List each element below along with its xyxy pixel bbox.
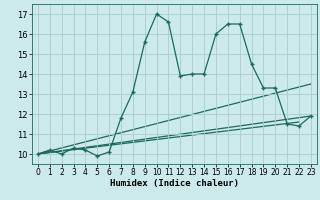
X-axis label: Humidex (Indice chaleur): Humidex (Indice chaleur) [110, 179, 239, 188]
